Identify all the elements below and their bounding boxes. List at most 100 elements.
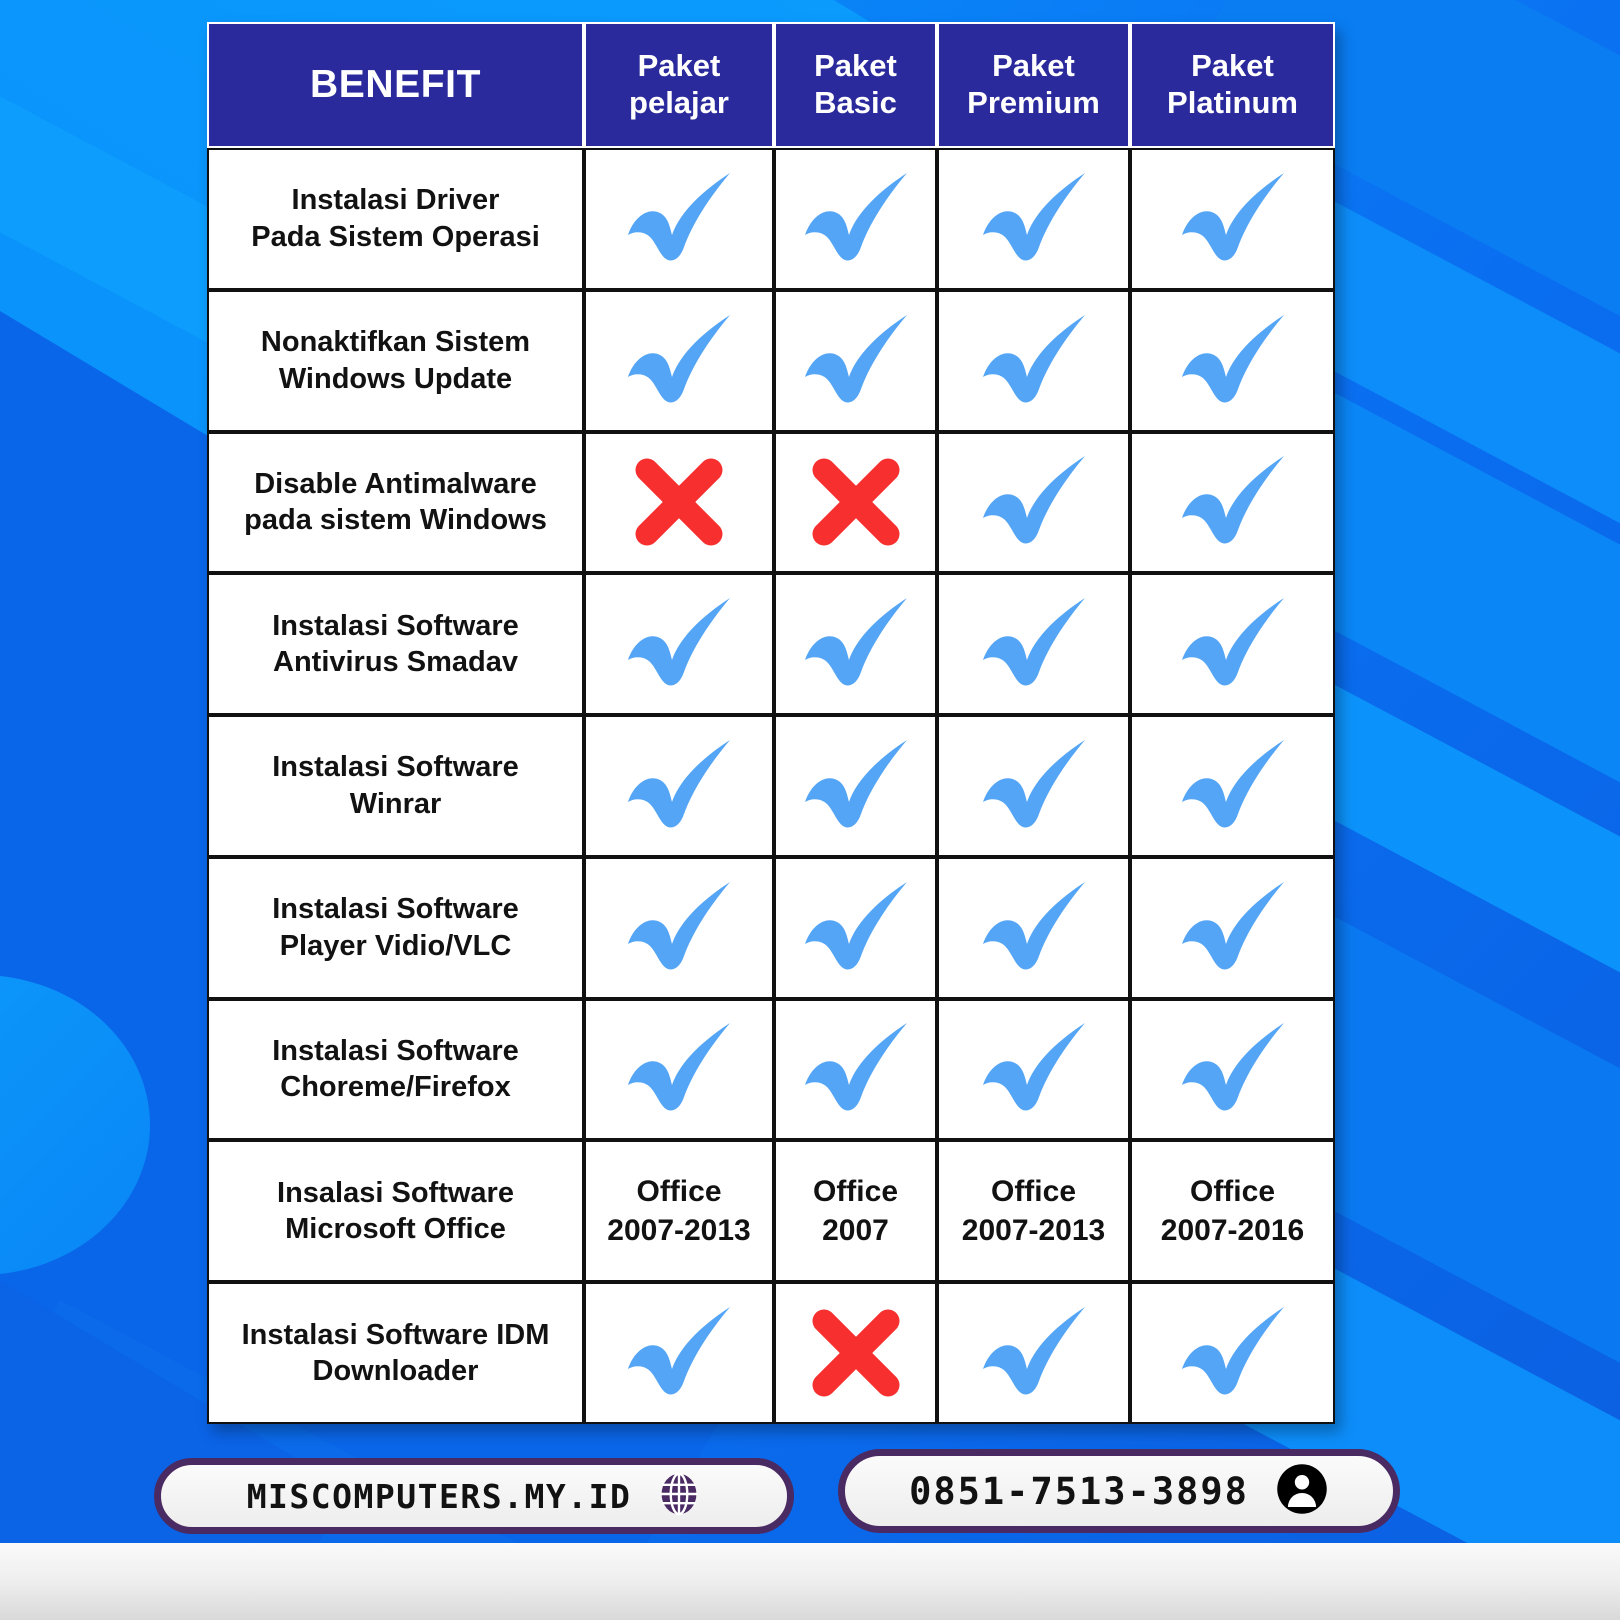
check-icon (784, 1019, 927, 1119)
table-row: Nonaktifkan Sistem Windows Update (207, 289, 1335, 432)
table-row: Insalasi Software Microsoft Office Office 2… (207, 1140, 1335, 1283)
value-cell-premium: Office 2007-2013 (937, 1140, 1130, 1283)
package-comparison-table: BENEFIT Paket pelajar Paket Basic Paket Pre… (207, 22, 1335, 1424)
check-icon (594, 878, 764, 978)
check-icon-cell-premium (937, 715, 1130, 857)
check-icon-cell-premium (937, 289, 1130, 432)
check-icon (1140, 594, 1325, 694)
check-icon (784, 169, 927, 269)
value-cell-basic: Office 2007 (774, 1140, 937, 1283)
check-icon (947, 311, 1120, 411)
check-icon-cell-basic (774, 289, 937, 432)
check-icon-cell-pelajar (584, 998, 774, 1141)
check-icon (1140, 169, 1325, 269)
check-icon (947, 594, 1120, 694)
check-icon-cell-pelajar (584, 289, 774, 432)
cross-icon (594, 454, 764, 550)
benefit-label: Instalasi Software Antivirus Smadav (207, 573, 584, 716)
website-pill[interactable]: MISCOMPUTERS.MY.ID (154, 1458, 794, 1534)
table-row: Disable Antimalware pada sistem Windows (207, 431, 1335, 574)
value-cell-pelajar: Office 2007-2013 (584, 1140, 774, 1283)
cross-icon (784, 454, 927, 550)
globe-icon (657, 1472, 701, 1521)
benefit-label: Disable Antimalware pada sistem Windows (207, 431, 584, 574)
check-icon-cell-premium (937, 998, 1130, 1141)
check-icon (594, 311, 764, 411)
check-icon (1140, 1019, 1325, 1119)
check-icon (784, 878, 927, 978)
check-icon (594, 169, 764, 269)
check-icon-cell-platinum (1130, 1282, 1335, 1424)
check-icon (594, 1019, 764, 1119)
column-header-benefit: BENEFIT (207, 22, 584, 148)
benefit-label: Instalasi Driver Pada Sistem Operasi (207, 148, 584, 290)
check-icon (1140, 452, 1325, 552)
check-icon-cell-platinum (1130, 431, 1335, 574)
column-header-paket-platinum: Paket Platinum (1130, 22, 1335, 148)
check-icon-cell-basic (774, 998, 937, 1141)
column-header-paket-premium: Paket Premium (937, 22, 1130, 148)
check-icon-cell-pelajar (584, 856, 774, 999)
phone-label: 0851-7513-3898 (909, 1469, 1249, 1513)
check-icon-cell-platinum (1130, 998, 1335, 1141)
benefit-label: Instalasi Software Winrar (207, 715, 584, 857)
check-icon (947, 736, 1120, 836)
check-icon-cell-pelajar (584, 1282, 774, 1424)
check-icon (947, 1019, 1120, 1119)
cross-icon (784, 1305, 927, 1401)
check-icon (947, 169, 1120, 269)
check-icon (1140, 311, 1325, 411)
check-icon (594, 1303, 764, 1403)
check-icon-cell-platinum (1130, 856, 1335, 999)
check-icon-cell-basic (774, 573, 937, 716)
check-icon (947, 452, 1120, 552)
check-icon-cell-pelajar (584, 573, 774, 716)
check-icon-cell-basic (774, 856, 937, 999)
check-icon-cell-basic (774, 148, 937, 290)
check-icon-cell-premium (937, 148, 1130, 290)
table-body: Instalasi Driver Pada Sistem Operasi Nonak… (207, 148, 1335, 1424)
table-header: BENEFIT Paket pelajar Paket Basic Paket Pre… (207, 22, 1335, 148)
table-row: Instalasi Software Choreme/Firefox (207, 998, 1335, 1141)
benefit-label: Instalasi Software Player Vidio/VLC (207, 856, 584, 999)
check-icon-cell-premium (937, 856, 1130, 999)
check-icon-cell-premium (937, 573, 1130, 716)
cross-icon-cell-basic (774, 1282, 937, 1424)
phone-pill[interactable]: 0851-7513-3898 (838, 1449, 1400, 1533)
value-cell-platinum: Office 2007-2016 (1130, 1140, 1335, 1283)
check-icon (784, 311, 927, 411)
check-icon-cell-pelajar (584, 715, 774, 857)
check-icon-cell-platinum (1130, 715, 1335, 857)
cross-icon-cell-pelajar (584, 431, 774, 574)
check-icon (784, 594, 927, 694)
check-icon (947, 1303, 1120, 1403)
benefit-label: Instalasi Software IDM Downloader (207, 1282, 584, 1424)
check-icon-cell-platinum (1130, 289, 1335, 432)
table-row: Instalasi Software Antivirus Smadav (207, 573, 1335, 716)
benefit-label: Instalasi Software Choreme/Firefox (207, 998, 584, 1141)
footer-bar (0, 1543, 1620, 1620)
table-row: Instalasi Software IDM Downloader (207, 1282, 1335, 1424)
table-row: Instalasi Software Player Vidio/VLC (207, 856, 1335, 999)
check-icon-cell-basic (774, 715, 937, 857)
comparison-table: BENEFIT Paket pelajar Paket Basic Paket Pre… (207, 22, 1335, 1424)
cross-icon-cell-basic (774, 431, 937, 574)
check-icon-cell-platinum (1130, 573, 1335, 716)
check-icon (594, 594, 764, 694)
person-icon (1275, 1462, 1329, 1521)
check-icon (1140, 736, 1325, 836)
check-icon (947, 878, 1120, 978)
column-header-paket-basic: Paket Basic (774, 22, 937, 148)
header-row: BENEFIT Paket pelajar Paket Basic Paket Pre… (207, 22, 1335, 148)
check-icon (784, 736, 927, 836)
check-icon (1140, 1303, 1325, 1403)
check-icon-cell-premium (937, 1282, 1130, 1424)
check-icon-cell-premium (937, 431, 1130, 574)
benefit-label: Insalasi Software Microsoft Office (207, 1140, 584, 1283)
check-icon (594, 736, 764, 836)
table-row: Instalasi Software Winrar (207, 715, 1335, 857)
website-label: MISCOMPUTERS.MY.ID (246, 1476, 632, 1516)
check-icon (1140, 878, 1325, 978)
check-icon-cell-platinum (1130, 148, 1335, 290)
column-header-paket-pelajar: Paket pelajar (584, 22, 774, 148)
